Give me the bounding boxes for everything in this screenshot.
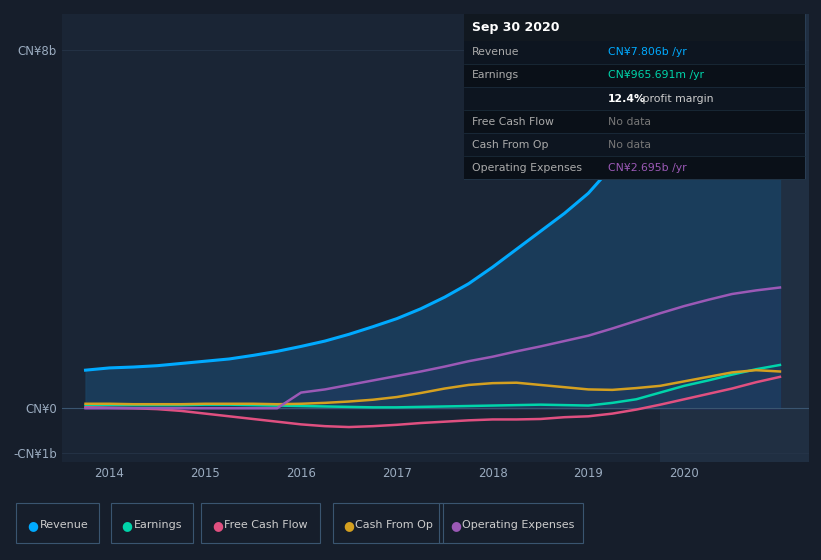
Text: Revenue: Revenue	[472, 48, 520, 58]
Text: Cash From Op: Cash From Op	[355, 520, 433, 530]
Text: Earnings: Earnings	[472, 71, 519, 81]
Text: Operating Expenses: Operating Expenses	[472, 162, 582, 172]
Text: ●: ●	[27, 519, 38, 532]
Text: profit margin: profit margin	[639, 94, 713, 104]
Text: CN¥7.806b /yr: CN¥7.806b /yr	[608, 48, 686, 58]
Bar	[660, 14, 809, 462]
Text: Earnings: Earnings	[134, 520, 182, 530]
Text: Cash From Op: Cash From Op	[472, 139, 548, 150]
Text: Free Cash Flow: Free Cash Flow	[472, 116, 554, 127]
Text: Sep 30 2020: Sep 30 2020	[472, 21, 560, 34]
Text: Revenue: Revenue	[39, 520, 88, 530]
Text: No data: No data	[608, 116, 650, 127]
Text: No data: No data	[608, 139, 650, 150]
Text: ●: ●	[122, 519, 132, 532]
Text: ●: ●	[450, 519, 461, 532]
Text: Free Cash Flow: Free Cash Flow	[224, 520, 308, 530]
Text: CN¥965.691m /yr: CN¥965.691m /yr	[608, 71, 704, 81]
Text: Operating Expenses: Operating Expenses	[462, 520, 575, 530]
Text: 12.4%: 12.4%	[608, 94, 645, 104]
Text: CN¥2.695b /yr: CN¥2.695b /yr	[608, 162, 686, 172]
Text: ●: ●	[212, 519, 222, 532]
Text: ●: ●	[343, 519, 354, 532]
